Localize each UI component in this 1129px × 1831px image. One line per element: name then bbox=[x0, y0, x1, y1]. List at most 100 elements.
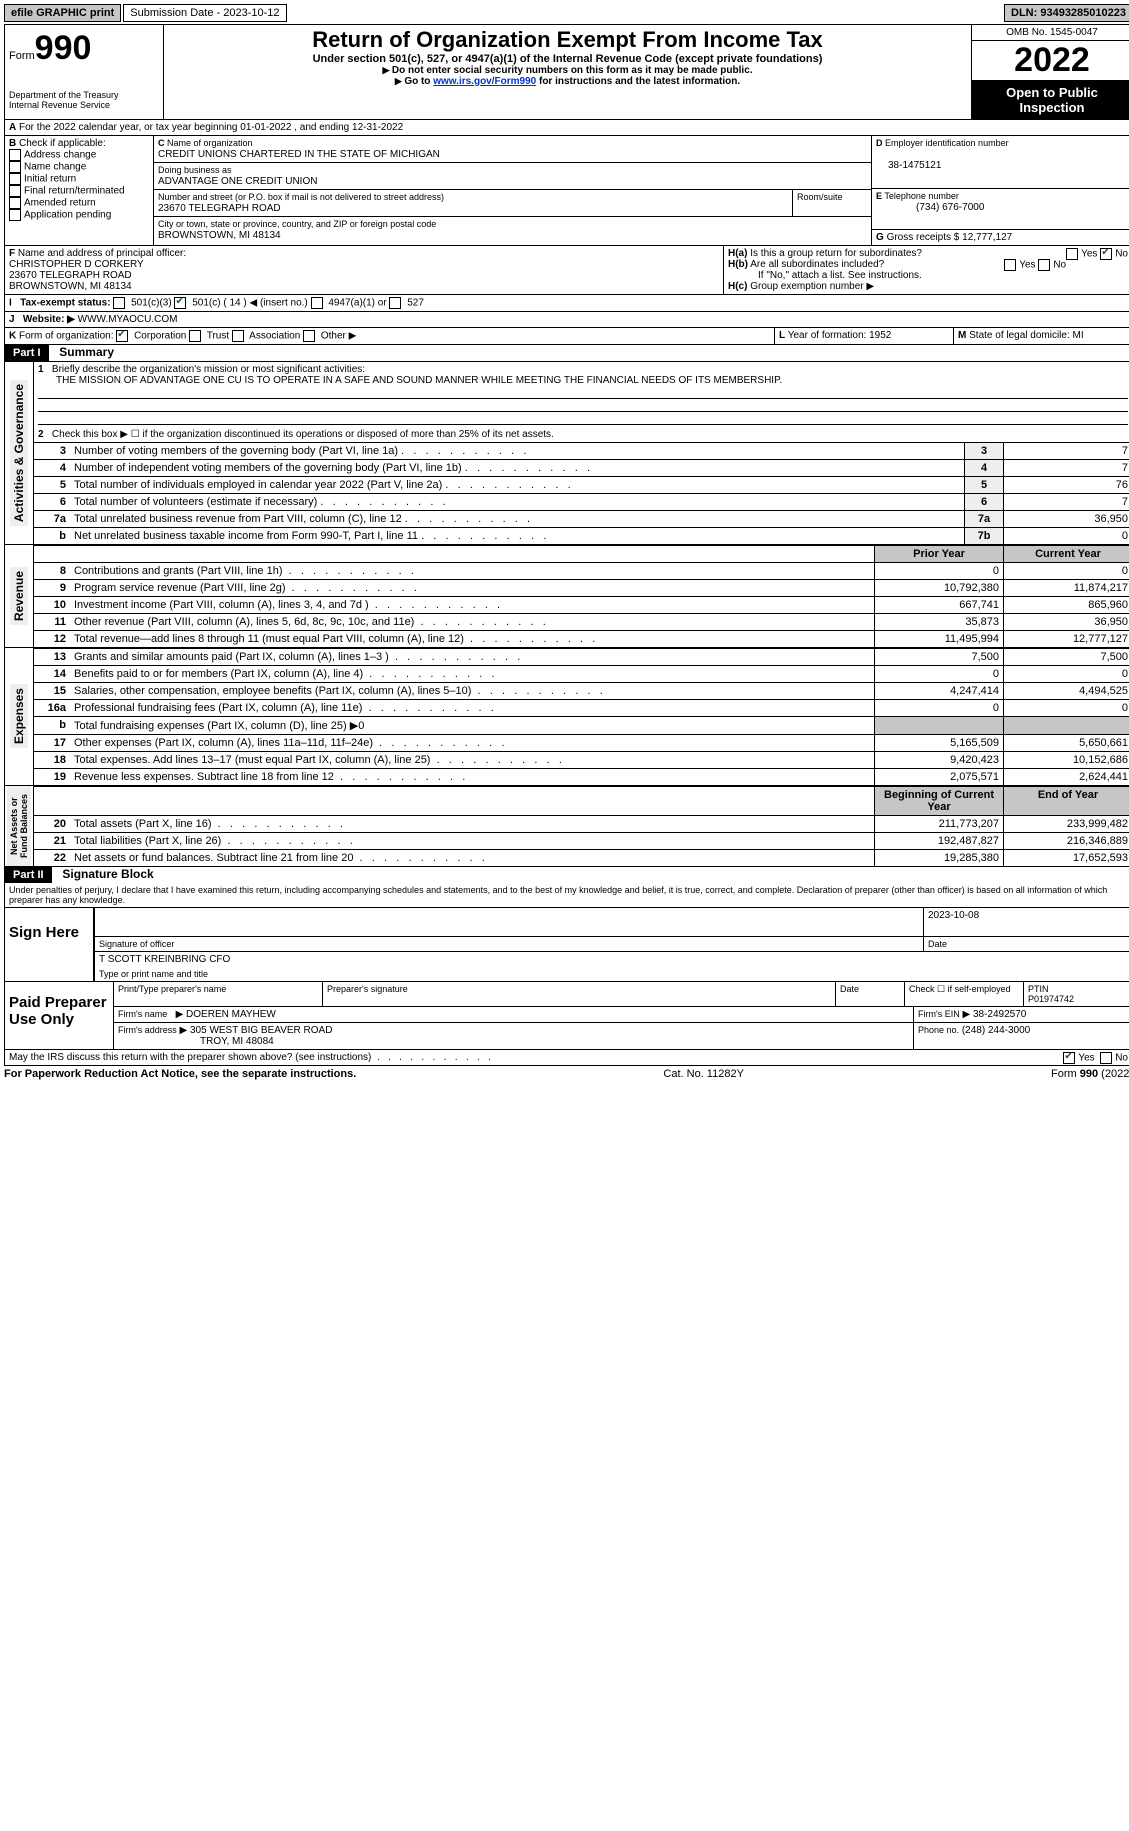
gross-receipts-label: Gross receipts $ bbox=[887, 232, 960, 243]
initial-return-label: Initial return bbox=[24, 174, 76, 185]
final-return-label: Final return/terminated bbox=[24, 186, 125, 197]
527-checkbox[interactable] bbox=[389, 297, 401, 309]
part1-badge: Part I bbox=[5, 345, 49, 361]
amended-checkbox[interactable] bbox=[9, 197, 21, 209]
trust-checkbox[interactable] bbox=[189, 330, 201, 342]
hb-yes-checkbox[interactable] bbox=[1004, 259, 1016, 271]
state-domicile-label: State of legal domicile: bbox=[969, 330, 1070, 341]
table-row: 18Total expenses. Add lines 13–17 (must … bbox=[34, 752, 1129, 769]
officer-name: CHRISTOPHER D CORKERY bbox=[9, 259, 144, 270]
org-name-label: Name of organization bbox=[167, 138, 253, 148]
table-row: 17Other expenses (Part IX, column (A), l… bbox=[34, 735, 1129, 752]
perjury-declaration: Under penalties of perjury, I declare th… bbox=[5, 883, 1129, 908]
part2-header-row: Part II Signature Block bbox=[5, 866, 1129, 883]
revenue-section: Revenue Prior YearCurrent Year 8Contribu… bbox=[5, 544, 1129, 647]
final-return-checkbox[interactable] bbox=[9, 185, 21, 197]
header-left: Form990 Department of the Treasury Inter… bbox=[5, 25, 164, 119]
sections-b-to-g: B Check if applicable: Address change Na… bbox=[5, 136, 1129, 245]
revenue-table: Prior YearCurrent Year bbox=[34, 545, 1129, 562]
open-to-public: Open to Public Inspection bbox=[972, 81, 1129, 119]
gross-receipts-value: 12,777,127 bbox=[962, 232, 1012, 243]
table-row: 14Benefits paid to or for members (Part … bbox=[34, 666, 1129, 683]
dba-value: ADVANTAGE ONE CREDIT UNION bbox=[158, 176, 317, 187]
firm-addr2: TROY, MI 48084 bbox=[118, 1036, 274, 1047]
table-row: 19Revenue less expenses. Subtract line 1… bbox=[34, 769, 1129, 786]
prep-sig-label: Preparer's signature bbox=[323, 982, 836, 1006]
netassets-side-label: Net Assets or Fund Balances bbox=[7, 786, 31, 866]
section-b: B Check if applicable: Address change Na… bbox=[5, 136, 154, 245]
tax-year: 2022 bbox=[972, 41, 1129, 81]
ha-no-checkbox[interactable] bbox=[1100, 248, 1112, 260]
table-row: 15Salaries, other compensation, employee… bbox=[34, 683, 1129, 700]
eoy-header: End of Year bbox=[1038, 789, 1098, 801]
form-header: Form990 Department of the Treasury Inter… bbox=[5, 25, 1129, 120]
q1-label: Briefly describe the organization's miss… bbox=[52, 364, 365, 375]
table-row: 21Total liabilities (Part X, line 26) 19… bbox=[34, 833, 1129, 850]
form-org-label: Form of organization: bbox=[19, 331, 114, 342]
ptin-label: PTIN bbox=[1028, 984, 1049, 994]
table-row: 7aTotal unrelated business revenue from … bbox=[34, 511, 1129, 528]
trust-label: Trust bbox=[207, 331, 229, 342]
pending-checkbox[interactable] bbox=[9, 209, 21, 221]
discuss-yes-checkbox[interactable] bbox=[1063, 1052, 1075, 1064]
omb-number: OMB No. 1545-0047 bbox=[972, 25, 1129, 41]
prep-date-label: Date bbox=[836, 982, 905, 1006]
hb-note: If "No," attach a list. See instructions… bbox=[728, 270, 922, 281]
city-label: City or town, state or province, country… bbox=[158, 219, 436, 229]
activities-side-label: Activities & Governance bbox=[10, 380, 28, 526]
table-row: 22Net assets or fund balances. Subtract … bbox=[34, 850, 1129, 867]
room-label: Room/suite bbox=[797, 192, 843, 202]
4947-label: 4947(a)(1) or bbox=[328, 298, 386, 309]
efile-badge: efile GRAPHIC print bbox=[4, 4, 121, 22]
expenses-side-label: Expenses bbox=[10, 684, 28, 748]
table-row: 12Total revenue—add lines 8 through 11 (… bbox=[34, 631, 1129, 648]
501c-label: 501(c) ( 14 ) bbox=[192, 298, 246, 309]
org-name: CREDIT UNIONS CHARTERED IN THE STATE OF … bbox=[158, 149, 440, 160]
4947-checkbox[interactable] bbox=[311, 297, 323, 309]
assoc-checkbox[interactable] bbox=[232, 330, 244, 342]
paid-preparer-label: Paid Preparer Use Only bbox=[5, 982, 113, 1049]
table-row: 6Total number of volunteers (estimate if… bbox=[34, 494, 1129, 511]
ein-value: 38-1475121 bbox=[876, 160, 941, 171]
hb-label: Are all subordinates included? bbox=[750, 259, 884, 270]
501c3-checkbox[interactable] bbox=[113, 297, 125, 309]
table-row: 9Program service revenue (Part VIII, lin… bbox=[34, 580, 1129, 597]
501c-checkbox[interactable] bbox=[174, 297, 186, 309]
firm-addr1: 305 WEST BIG BEAVER ROAD bbox=[190, 1025, 332, 1036]
addr-change-checkbox[interactable] bbox=[9, 149, 21, 161]
street-value: 23670 TELEGRAPH ROAD bbox=[158, 203, 281, 214]
section-a-row: A For the 2022 calendar year, or tax yea… bbox=[5, 120, 1129, 136]
addr-change-label: Address change bbox=[24, 150, 96, 161]
initial-return-checkbox[interactable] bbox=[9, 173, 21, 185]
revenue-side-label: Revenue bbox=[10, 567, 28, 625]
irs-link[interactable]: www.irs.gov/Form990 bbox=[433, 76, 536, 87]
form-outer: Form990 Department of the Treasury Inter… bbox=[4, 24, 1129, 1066]
website-label: Website: bbox=[23, 314, 65, 325]
table-row: bNet unrelated business taxable income f… bbox=[34, 528, 1129, 545]
phone-label: Telephone number bbox=[884, 191, 959, 201]
dba-label: Doing business as bbox=[158, 165, 232, 175]
sections-d-e-g: D Employer identification number 38-1475… bbox=[871, 136, 1129, 245]
firm-addr-label: Firm's address bbox=[118, 1025, 177, 1035]
table-row: 11Other revenue (Part VIII, column (A), … bbox=[34, 614, 1129, 631]
state-domicile-value: MI bbox=[1073, 330, 1084, 341]
officer-city: BROWNSTOWN, MI 48134 bbox=[9, 281, 132, 292]
self-employed-check: Check ☐ if self-employed bbox=[905, 982, 1024, 1006]
ein-label: Employer identification number bbox=[885, 138, 1009, 148]
other-checkbox[interactable] bbox=[303, 330, 315, 342]
hb-no-checkbox[interactable] bbox=[1038, 259, 1050, 271]
officer-typed-name: T SCOTT KREINBRING CFO bbox=[95, 951, 1129, 967]
netassets-table: 20Total assets (Part X, line 16) 211,773… bbox=[34, 815, 1129, 866]
sig-date: 2023-10-08 bbox=[923, 908, 1129, 936]
ha-yes-checkbox[interactable] bbox=[1066, 248, 1078, 260]
expenses-section: Expenses 13Grants and similar amounts pa… bbox=[5, 647, 1129, 785]
name-change-label: Name change bbox=[24, 162, 86, 173]
section-c: C Name of organization CREDIT UNIONS CHA… bbox=[154, 136, 871, 245]
name-change-checkbox[interactable] bbox=[9, 161, 21, 173]
corp-checkbox[interactable] bbox=[116, 330, 128, 342]
expenses-table: 13Grants and similar amounts paid (Part … bbox=[34, 648, 1129, 785]
discuss-no-checkbox[interactable] bbox=[1100, 1052, 1112, 1064]
table-row: 4Number of independent voting members of… bbox=[34, 460, 1129, 477]
table-row: 3Number of voting members of the governi… bbox=[34, 443, 1129, 460]
revenue-rows: 8Contributions and grants (Part VIII, li… bbox=[34, 562, 1129, 647]
